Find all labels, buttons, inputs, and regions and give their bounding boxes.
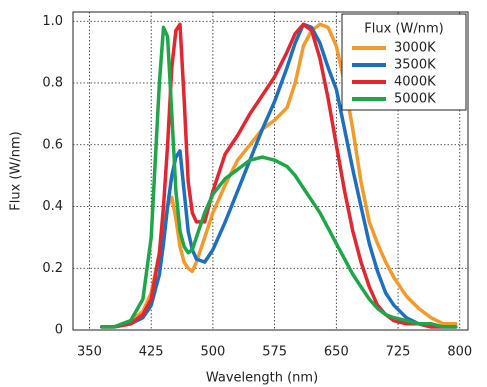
y-tick-label: 0.4 [42,199,63,214]
legend-title: Flux (W/nm) [364,22,443,37]
legend-label: 3500K [394,58,436,73]
y-axis-label: Flux (W/nm) [9,131,24,210]
x-tick-label: 650 [324,345,349,360]
x-tick-label: 575 [262,345,287,360]
y-tick-label: 0.6 [42,137,63,152]
y-tick-label: 0 [55,323,63,338]
legend-label: 3000K [394,41,436,56]
x-tick-label: 425 [139,345,164,360]
legend-label: 5000K [394,92,436,107]
plot-frame [72,11,469,331]
legend-box [341,13,467,111]
y-tick-label: 1.0 [42,14,63,29]
x-tick-label: 500 [200,345,225,360]
x-axis-label: Wavelength (nm) [206,371,318,386]
y-tick-label: 0.2 [42,261,63,276]
x-tick-label: 350 [77,345,102,360]
x-tick-label: 800 [447,345,472,360]
series-line [100,22,458,329]
series-line [100,25,458,329]
legend-label: 4000K [394,75,436,90]
x-tick-label: 725 [386,345,411,360]
y-tick-label: 0.8 [42,76,63,91]
